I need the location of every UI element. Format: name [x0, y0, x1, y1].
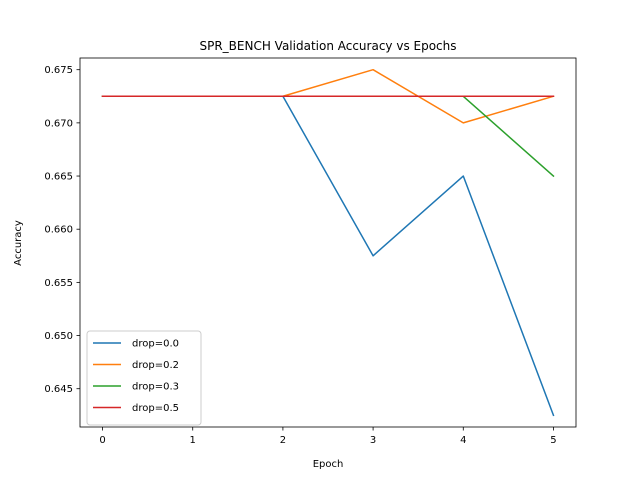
x-tick-label: 2: [280, 435, 286, 446]
y-tick-label: 0.645: [44, 384, 73, 395]
legend-box: [86, 330, 202, 426]
y-tick-label: 0.665: [44, 172, 73, 183]
x-axis-label: Epoch: [313, 459, 344, 470]
y-tick-label: 0.655: [44, 278, 73, 289]
legend-label: drop=0.2: [132, 360, 179, 371]
y-tick-label: 0.660: [44, 225, 73, 236]
legend-label: drop=0.3: [132, 382, 179, 393]
legend: drop=0.0 drop=0.2 drop=0.3 drop=0.5: [86, 330, 202, 426]
x-tick-label: 1: [190, 435, 196, 446]
legend-label: drop=0.5: [132, 403, 179, 414]
y-tick-label: 0.670: [44, 118, 73, 129]
axes: 0 1 2 3 4 5 0.645 0.650 0.655 0.660 0.665 0.670 0.67…: [44, 57, 577, 446]
x-tick-label: 0: [99, 435, 105, 446]
chart-title: SPR_BENCH Validation Accuracy vs Epochs: [199, 39, 456, 53]
x-tick-label: 4: [460, 435, 466, 446]
y-tick-label: 0.650: [44, 331, 73, 342]
x-tick-label: 3: [370, 435, 376, 446]
legend-label: drop=0.0: [132, 339, 179, 350]
axes-frame: [79, 57, 577, 428]
y-tick-label: 0.675: [44, 65, 73, 76]
plot-area: [101, 68, 555, 417]
y-axis-label: Accuracy: [13, 220, 24, 266]
x-tick-label: 5: [550, 435, 556, 446]
